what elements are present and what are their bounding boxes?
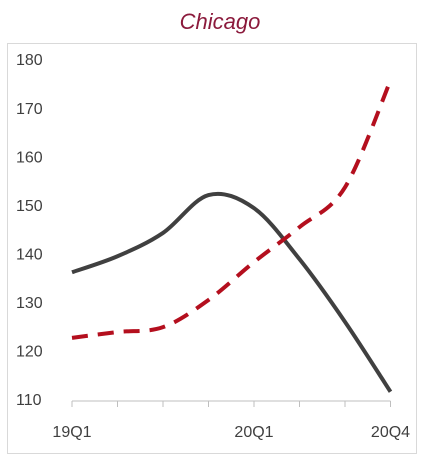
y-tick-label: 130 xyxy=(16,295,43,312)
y-tick-label: 170 xyxy=(16,101,43,118)
y-tick-label: 140 xyxy=(16,247,43,264)
y-tick-label: 180 xyxy=(16,52,43,69)
x-tick-label: 20Q4 xyxy=(371,424,410,441)
y-tick-label: 160 xyxy=(16,149,43,166)
y-tick-label: 110 xyxy=(16,392,42,409)
x-tick-label: 20Q1 xyxy=(234,424,273,441)
line-series xyxy=(71,79,393,340)
x-tick-label: 19Q1 xyxy=(52,424,91,441)
y-tick-label: 120 xyxy=(16,344,43,361)
line-series xyxy=(71,191,393,393)
chart-title: Chicago xyxy=(180,9,261,34)
chart-frame xyxy=(7,43,417,454)
y-tick-label: 150 xyxy=(16,198,43,215)
